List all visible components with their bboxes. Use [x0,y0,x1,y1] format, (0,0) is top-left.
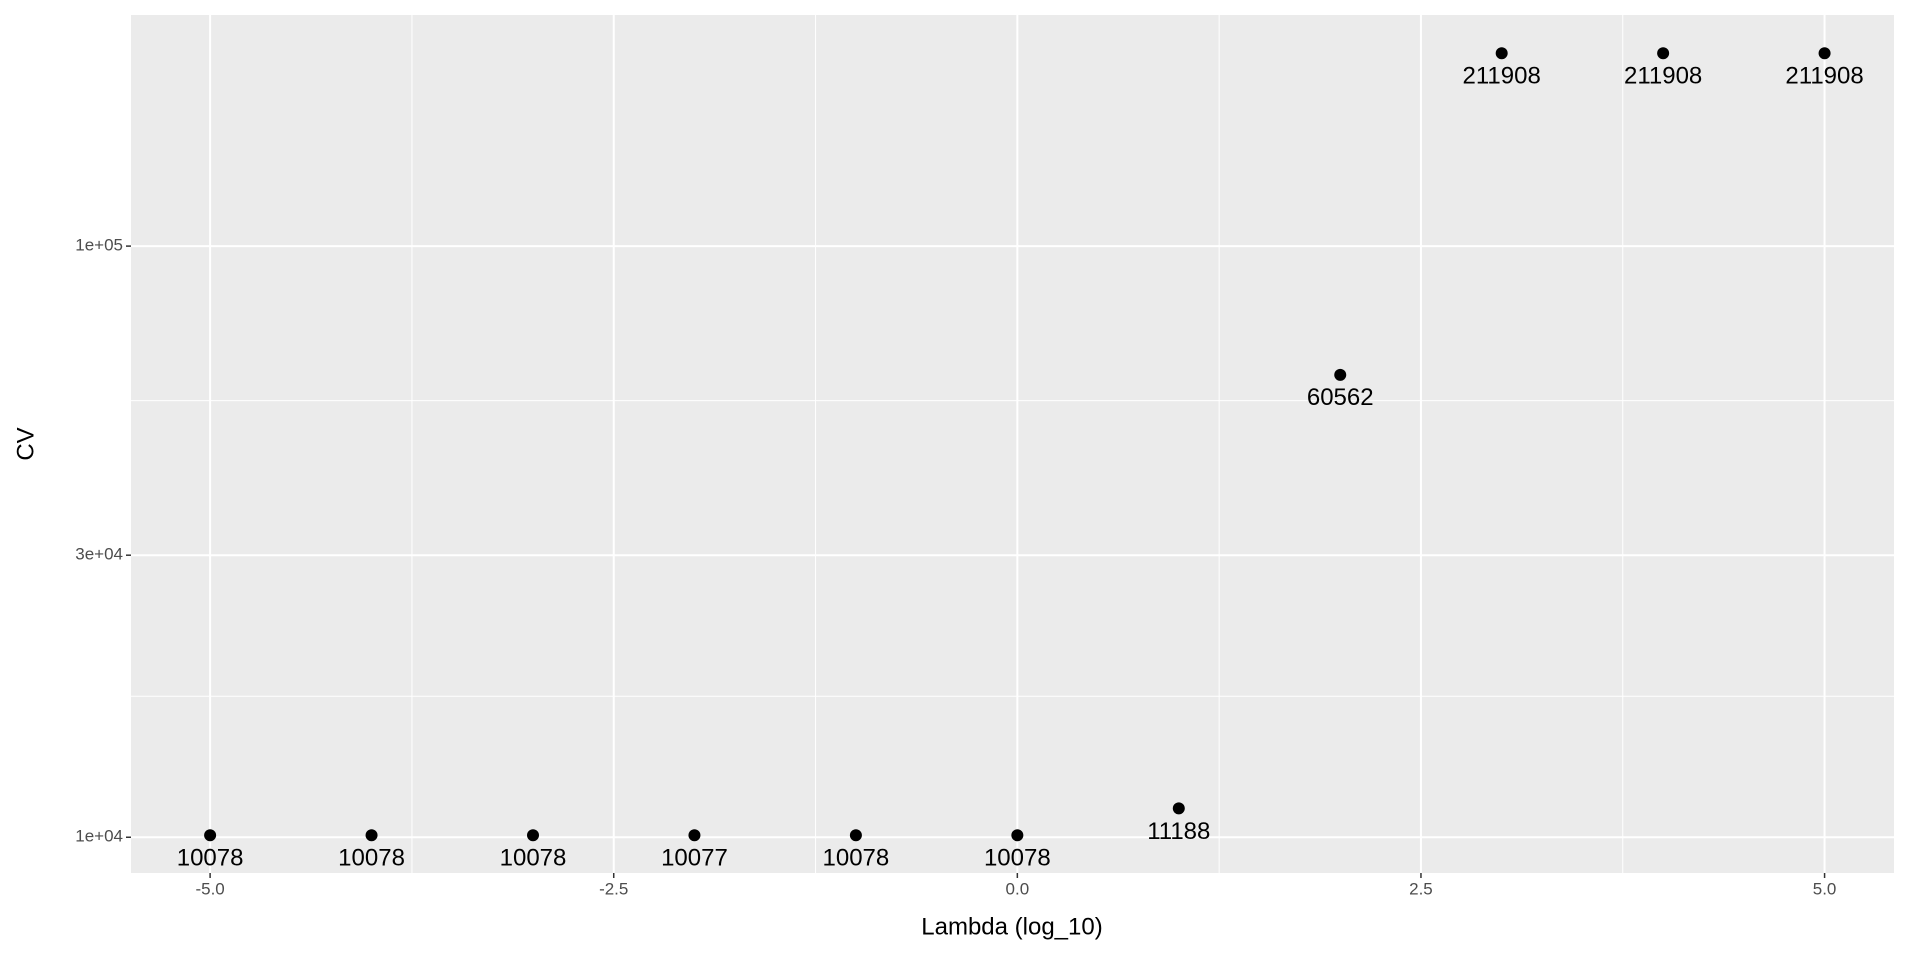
point [1657,47,1670,60]
point [1818,47,1831,60]
x-tick-label: 5.0 [1813,879,1837,898]
point [204,829,217,842]
y-tick-label: 3e+04 [75,545,123,564]
data-label: 10077 [661,845,728,872]
data-label: 211908 [1624,63,1702,90]
point [849,829,862,842]
data-label: 11188 [1147,818,1210,845]
data-label: 10078 [177,845,244,872]
data-label: 10078 [984,845,1051,872]
panel [131,15,1894,873]
data-label: 211908 [1785,63,1863,90]
x-tick-label: 2.5 [1409,879,1433,898]
x-tick-label: 0.0 [1006,879,1030,898]
point [688,829,701,842]
data-label: 211908 [1463,63,1541,90]
data-label: 10078 [338,845,405,872]
point [1011,829,1024,842]
point [527,829,540,842]
point [1334,368,1347,381]
x-axis-title: Lambda (log_10) [921,913,1102,940]
x-tick-label: -5.0 [195,879,224,898]
y-tick-label: 1e+05 [75,236,123,255]
data-label: 10078 [823,845,890,872]
data-label: 10078 [500,845,567,872]
point [1172,802,1185,815]
point [365,829,378,842]
y-axis-title: CV [12,427,39,460]
data-label: 60562 [1307,384,1374,411]
y-tick-label: 1e+04 [75,827,123,846]
point [1495,47,1508,60]
x-tick-label: -2.5 [599,879,628,898]
